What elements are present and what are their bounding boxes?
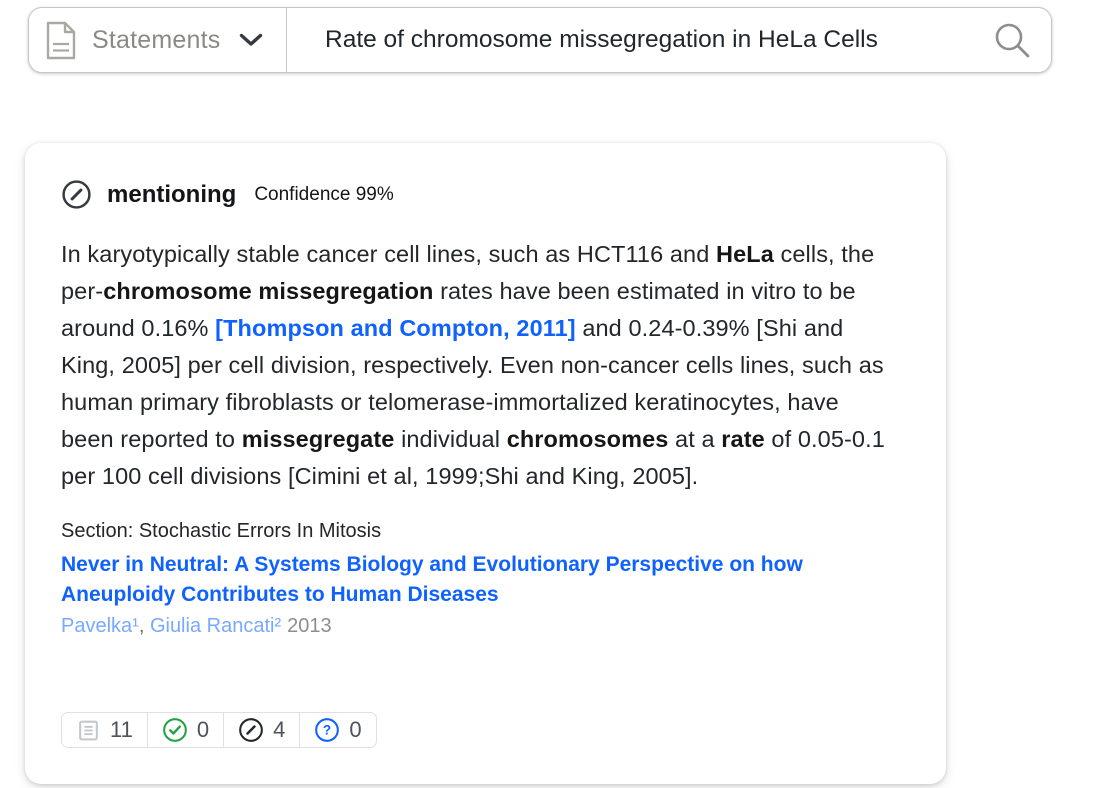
check-circle-icon (162, 717, 188, 743)
statement-text-segment: individual (394, 426, 507, 452)
author-link[interactable]: Giulia Rancati² (149, 615, 282, 637)
statement-card: mentioning Confidence 99% In karyotypica… (25, 143, 946, 784)
statement-keyword: chromosome missegregation (103, 278, 434, 304)
statement-text-segment: cells, the per- (61, 241, 875, 304)
statement-text-segment: rates have been estimated in vitro to be… (61, 278, 856, 341)
search-field (287, 8, 1051, 72)
badge-supporting[interactable]: 0 (146, 713, 223, 747)
unclassified-count: 0 (349, 717, 362, 742)
svg-text:?: ? (323, 723, 331, 738)
badge-citing-publications[interactable]: 11 (62, 713, 147, 747)
search-type-dropdown[interactable]: Statements (29, 8, 287, 72)
author-link[interactable]: Pavelka¹ (61, 615, 139, 637)
chevron-down-icon (239, 33, 263, 47)
section-label: Section: Stochastic Errors In Mitosis (61, 520, 382, 542)
statement-text-segment: of 0.05-0.1 per 100 cell divisions [Cimi… (61, 426, 885, 489)
supporting-count: 0 (196, 717, 210, 742)
badge-mentioning[interactable]: 4 (223, 713, 299, 747)
confidence-text: Confidence 99% (254, 183, 394, 205)
citing-count: 11 (110, 717, 133, 742)
statement-text-segment: at a (668, 426, 722, 452)
search-bar: Statements (28, 7, 1052, 73)
question-circle-icon: ? (314, 717, 340, 743)
search-type-label: Statements (92, 25, 221, 54)
citation-badge-pill: 11 0 4 (61, 712, 377, 748)
statement-keyword: chromosomes (506, 426, 669, 452)
statement-text-segment: and 0.24-0.39% [Shi and King, 2005] per … (61, 315, 884, 452)
statement-keyword: missegregate (241, 426, 395, 452)
slash-circle-icon (238, 717, 264, 743)
search-input[interactable] (325, 26, 981, 54)
publication-year: 2013 (287, 615, 332, 637)
mentioning-icon (61, 179, 92, 210)
badge-unclassified[interactable]: ? 0 (299, 713, 375, 747)
mentioning-count: 4 (273, 717, 286, 742)
search-button[interactable] (991, 19, 1033, 61)
search-icon (991, 19, 1033, 61)
paper-title-link[interactable]: Never in Neutral: A Systems Biology and … (61, 553, 803, 606)
statement-text: In karyotypically stable cancer cell lin… (61, 236, 885, 495)
document-icon (45, 21, 77, 60)
inline-citation-link[interactable]: [Thompson and Compton, 2011] (215, 315, 576, 341)
author-separator: , (138, 615, 150, 637)
classification-label: mentioning (107, 180, 237, 208)
statement-text-segment: In karyotypically stable cancer cell lin… (61, 241, 717, 267)
document-lines-icon (76, 718, 101, 743)
classification-row: mentioning Confidence 99% (61, 179, 908, 210)
statement-keyword: HeLa (716, 241, 774, 267)
authors-line: Pavelka¹, Giulia Rancati² 2013 (61, 615, 908, 638)
statement-keyword: rate (721, 426, 765, 452)
